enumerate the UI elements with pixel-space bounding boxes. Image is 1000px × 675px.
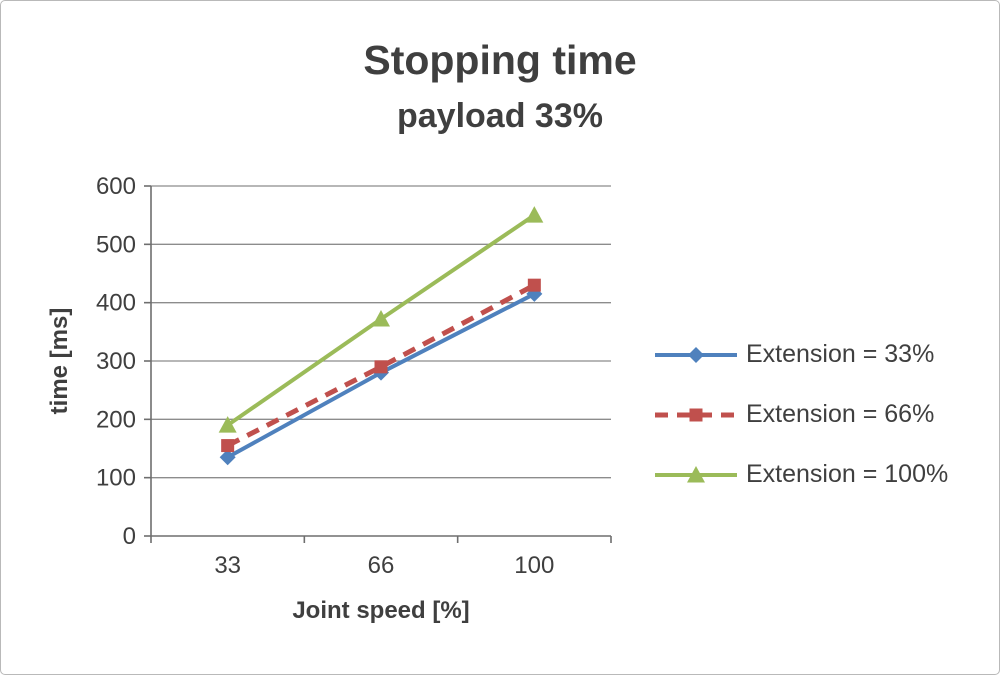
marker-triangle-icon — [372, 310, 390, 327]
marker-triangle-icon — [687, 465, 705, 482]
marker-diamond-icon — [688, 346, 704, 363]
marker-square-icon — [221, 439, 235, 453]
marker-square-icon — [527, 278, 541, 292]
marker-square-icon — [374, 360, 388, 374]
marker-diamond-icon — [219, 449, 236, 466]
y-tick-label: 200 — [96, 406, 136, 433]
y-tick-label: 400 — [96, 290, 136, 317]
marker-triangle-icon — [525, 206, 544, 223]
legend-item-extension-66: Extension = 66% — [653, 400, 948, 429]
y-tick-label: 600 — [96, 173, 136, 200]
x-tick-label: 66 — [368, 552, 395, 579]
x-tick-label: 100 — [514, 552, 554, 579]
legend-item-extension-33: Extension = 33% — [653, 340, 948, 369]
y-tick-label: 0 — [123, 523, 136, 550]
legend-item-extension-100: Extension = 100% — [653, 460, 948, 489]
legend-label: Extension = 100% — [746, 460, 949, 488]
marker-triangle-icon — [218, 416, 237, 433]
series-1 — [221, 278, 541, 453]
chart-title: Stopping time — [363, 37, 637, 83]
x-tick-label: 33 — [214, 552, 241, 579]
y-tick-label: 500 — [96, 231, 136, 258]
x-axis-title: Joint speed [%] — [292, 597, 470, 624]
chart-subtitle: payload 33% — [397, 97, 603, 135]
legend-label: Extension = 33% — [746, 340, 935, 368]
legend-line-sample-diamond-icon — [655, 346, 737, 363]
legend: Extension = 33% Extension = 66% Extensio… — [653, 340, 948, 489]
y-tick-label: 100 — [96, 465, 136, 492]
marker-square-icon — [689, 408, 703, 421]
legend-label: Extension = 66% — [746, 400, 935, 428]
legend-line-sample-square-icon — [655, 408, 737, 421]
legend-line-sample-triangle-icon — [655, 465, 737, 482]
series-line — [226, 282, 536, 448]
series-2 — [218, 206, 544, 433]
y-tick-label: 300 — [96, 348, 136, 375]
